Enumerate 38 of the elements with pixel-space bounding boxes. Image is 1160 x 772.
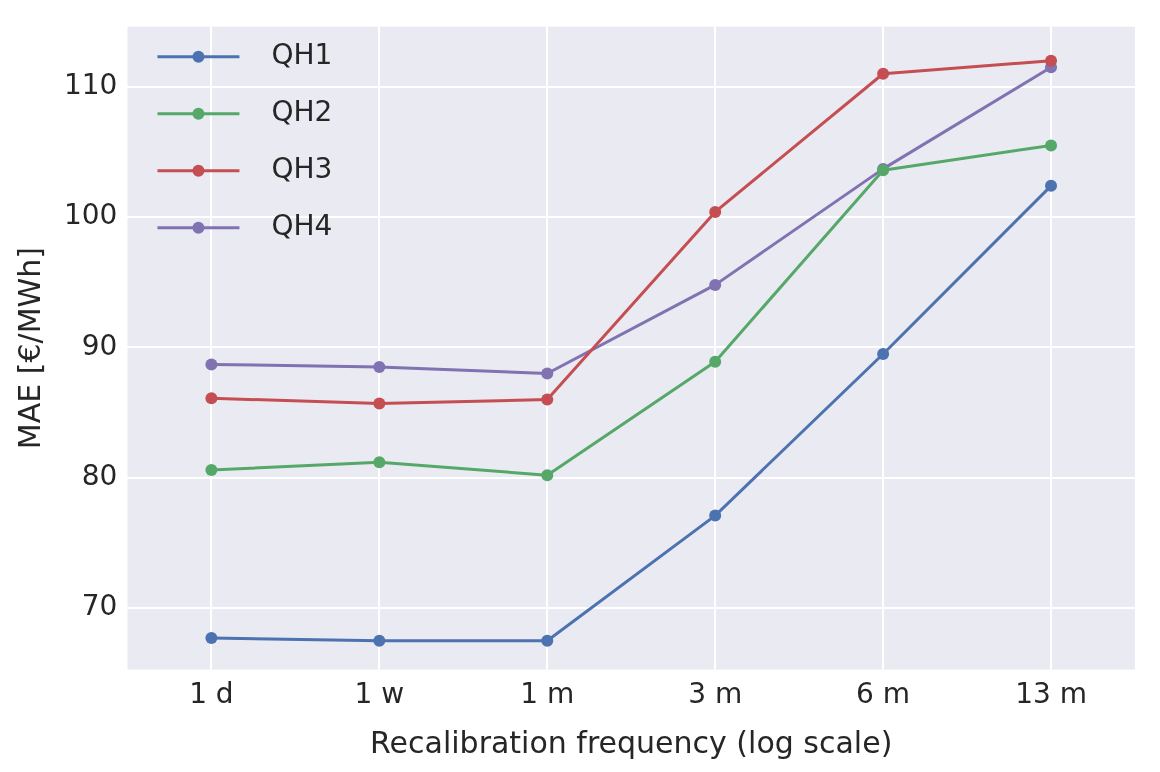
point	[1045, 179, 1058, 192]
y-axis-title: MAE [€/MWh]	[11, 247, 47, 450]
y-tick-label: 100	[63, 198, 118, 232]
point	[541, 469, 554, 482]
point	[373, 456, 386, 469]
point	[877, 347, 890, 360]
point	[709, 205, 722, 218]
point	[877, 67, 890, 80]
point	[541, 634, 554, 647]
point	[541, 393, 554, 406]
point	[709, 509, 722, 522]
point	[541, 367, 554, 380]
x-tick-label: 3 m	[688, 677, 743, 711]
legend-label: QH3	[271, 152, 333, 186]
point	[205, 358, 218, 371]
y-tick-label: 70	[81, 589, 118, 623]
legend-label: QH2	[271, 95, 333, 129]
point	[205, 632, 218, 645]
point	[205, 463, 218, 476]
point	[205, 392, 218, 405]
legend-label: QH4	[271, 209, 333, 243]
point	[1045, 54, 1058, 67]
y-tick-label: 90	[81, 328, 118, 362]
x-tick-label: 13 m	[1015, 677, 1087, 711]
y-tick-label: 110	[63, 68, 118, 102]
y-tick-label: 80	[81, 459, 118, 493]
point	[709, 278, 722, 291]
point	[1045, 139, 1058, 152]
x-tick-label: 1 d	[189, 677, 234, 711]
x-axis-title: Recalibration frequency (log scale)	[370, 724, 893, 760]
legend-label: QH1	[271, 38, 333, 72]
x-tick-label: 1 w	[354, 677, 405, 711]
point	[709, 355, 722, 368]
point	[373, 397, 386, 410]
point	[373, 634, 386, 647]
x-tick-label: 1 m	[520, 677, 575, 711]
point	[373, 361, 386, 373]
x-tick-label: 6 m	[856, 677, 911, 711]
